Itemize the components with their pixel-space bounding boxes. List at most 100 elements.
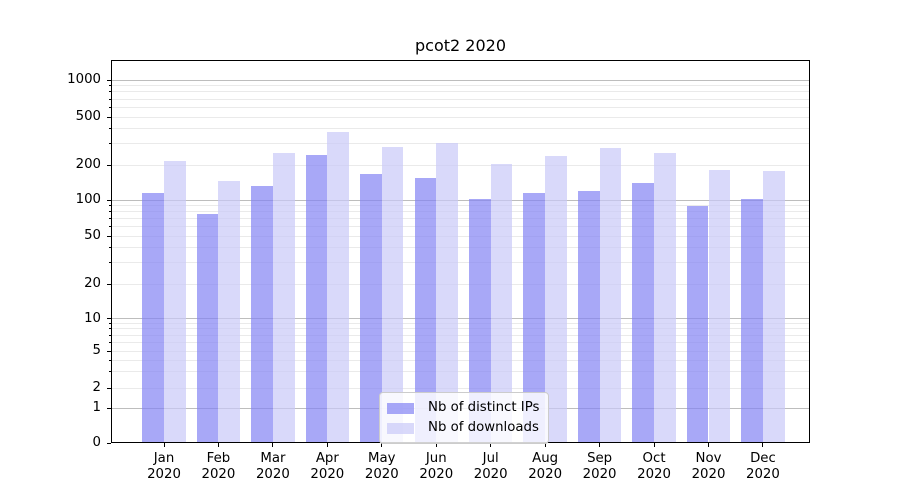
y-minor-tick-mark: [109, 143, 111, 145]
y-minor-tick-mark: [109, 164, 111, 166]
y-tick-label-100: 100: [75, 192, 101, 207]
y-tick-mark: [107, 79, 111, 81]
y-minor-tick-mark: [109, 334, 111, 336]
gridline-minor: [111, 218, 810, 220]
gridline-minor: [111, 85, 810, 87]
y-minor-tick-mark: [109, 128, 111, 130]
y-tick-label-200: 200: [75, 157, 101, 172]
gridline-minor: [111, 350, 810, 352]
gridline-minor: [111, 283, 810, 285]
gridline-minor: [111, 387, 810, 389]
legend-swatch-distinct-ips: [387, 402, 414, 414]
x-tick-label-may: May 2020: [364, 451, 399, 482]
y-minor-tick-mark: [109, 341, 111, 343]
legend-label-downloads: Nb of downloads: [428, 420, 539, 435]
x-tick-label-jun: Jun 2020: [419, 451, 454, 482]
y-minor-tick-mark: [109, 387, 111, 389]
bar-distinct-ips-nov: [686, 206, 709, 443]
x-tick-label-dec: Dec 2020: [746, 451, 780, 482]
y-tick-label-1000: 1000: [67, 72, 101, 87]
y-tick-label-0: 0: [92, 435, 101, 450]
y-minor-tick-mark: [109, 322, 111, 324]
bar-distinct-ips-mar: [251, 186, 273, 443]
gridline-minor: [111, 328, 810, 330]
y-tick-mark: [107, 407, 111, 409]
y-minor-tick-mark: [109, 350, 111, 352]
bar-downloads-feb: [218, 181, 241, 443]
x-tick-mark: [544, 443, 546, 447]
gridline-minor: [111, 128, 810, 130]
y-tick-label-10: 10: [84, 310, 101, 326]
x-tick-mark: [490, 443, 492, 447]
bar-downloads-may: [381, 146, 404, 443]
y-minor-tick-mark: [109, 247, 111, 249]
bar-downloads-sep: [599, 148, 622, 443]
gridline-minor: [111, 341, 810, 343]
gridline-minor: [111, 262, 810, 264]
gridline-minor: [111, 143, 810, 145]
y-tick-label-5: 5: [92, 343, 101, 358]
x-tick-mark: [708, 443, 709, 447]
x-tick-label-sep: Sep 2020: [582, 451, 617, 482]
bar-downloads-nov: [708, 169, 731, 443]
bar-downloads-apr: [327, 132, 350, 443]
x-tick-mark: [272, 443, 274, 447]
y-minor-tick-mark: [109, 91, 111, 93]
bar-distinct-ips-dec: [741, 198, 763, 443]
bar-distinct-ips-jan: [142, 192, 164, 443]
x-tick-mark: [435, 443, 437, 447]
y-tick-label-20: 20: [84, 276, 101, 291]
gridline-minor: [111, 226, 810, 228]
plot-area: [111, 60, 810, 443]
x-tick-label-jul: Jul 2020: [473, 451, 508, 482]
y-tick-mark: [107, 442, 111, 444]
x-tick-label-feb: Feb 2020: [201, 451, 236, 482]
gridline-minor: [111, 116, 810, 118]
bar-distinct-ips-jul: [469, 198, 491, 443]
y-tick-label-500: 500: [75, 109, 101, 124]
gridline-minor: [111, 359, 810, 361]
y-minor-tick-mark: [109, 85, 111, 87]
bar-downloads-aug: [545, 156, 567, 443]
bar-downloads-dec: [762, 170, 785, 443]
y-minor-tick-mark: [109, 116, 111, 118]
y-minor-tick-mark: [109, 211, 111, 213]
bar-distinct-ips-sep: [577, 191, 600, 443]
x-tick-label-oct: Oct 2020: [637, 451, 671, 482]
chart-title: pcot2 2020: [415, 36, 506, 55]
bar-distinct-ips-oct: [632, 182, 655, 443]
y-minor-tick-mark: [109, 218, 111, 220]
legend-item-distinct-ips: Nb of distinct IPs: [387, 398, 539, 418]
y-minor-tick-mark: [109, 359, 111, 361]
x-tick-mark: [381, 443, 383, 447]
y-tick-label-1: 1: [92, 400, 101, 415]
y-minor-tick-mark: [109, 283, 111, 285]
gridline-minor: [111, 106, 810, 108]
y-tick-label-2: 2: [92, 380, 101, 395]
x-tick-mark: [653, 443, 655, 447]
y-tick-mark: [107, 318, 111, 319]
legend-label-distinct-ips: Nb of distinct IPs: [428, 400, 540, 415]
gridline-minor: [111, 164, 810, 166]
y-minor-tick-mark: [109, 226, 111, 228]
x-tick-label-jan: Jan 2020: [147, 451, 181, 482]
y-minor-tick-mark: [109, 262, 111, 264]
x-tick-mark: [599, 443, 601, 447]
x-tick-label-nov: Nov 2020: [691, 451, 726, 482]
x-tick-mark: [326, 443, 328, 447]
gridline-minor: [111, 247, 810, 249]
bar-downloads-jun: [436, 143, 458, 443]
y-tick-label-50: 50: [84, 228, 101, 243]
y-minor-tick-mark: [109, 235, 111, 237]
gridline-minor: [111, 322, 810, 324]
x-tick-mark: [217, 443, 219, 447]
gridline-minor: [111, 334, 810, 336]
bar-downloads-oct: [654, 153, 676, 443]
gridline-major: [111, 318, 810, 319]
x-tick-label-apr: Apr 2020: [310, 451, 345, 482]
bar-downloads-jul: [490, 164, 513, 443]
x-tick-label-aug: Aug 2020: [528, 451, 563, 482]
bar-distinct-ips-aug: [523, 192, 546, 443]
bar-downloads-jan: [164, 160, 186, 443]
